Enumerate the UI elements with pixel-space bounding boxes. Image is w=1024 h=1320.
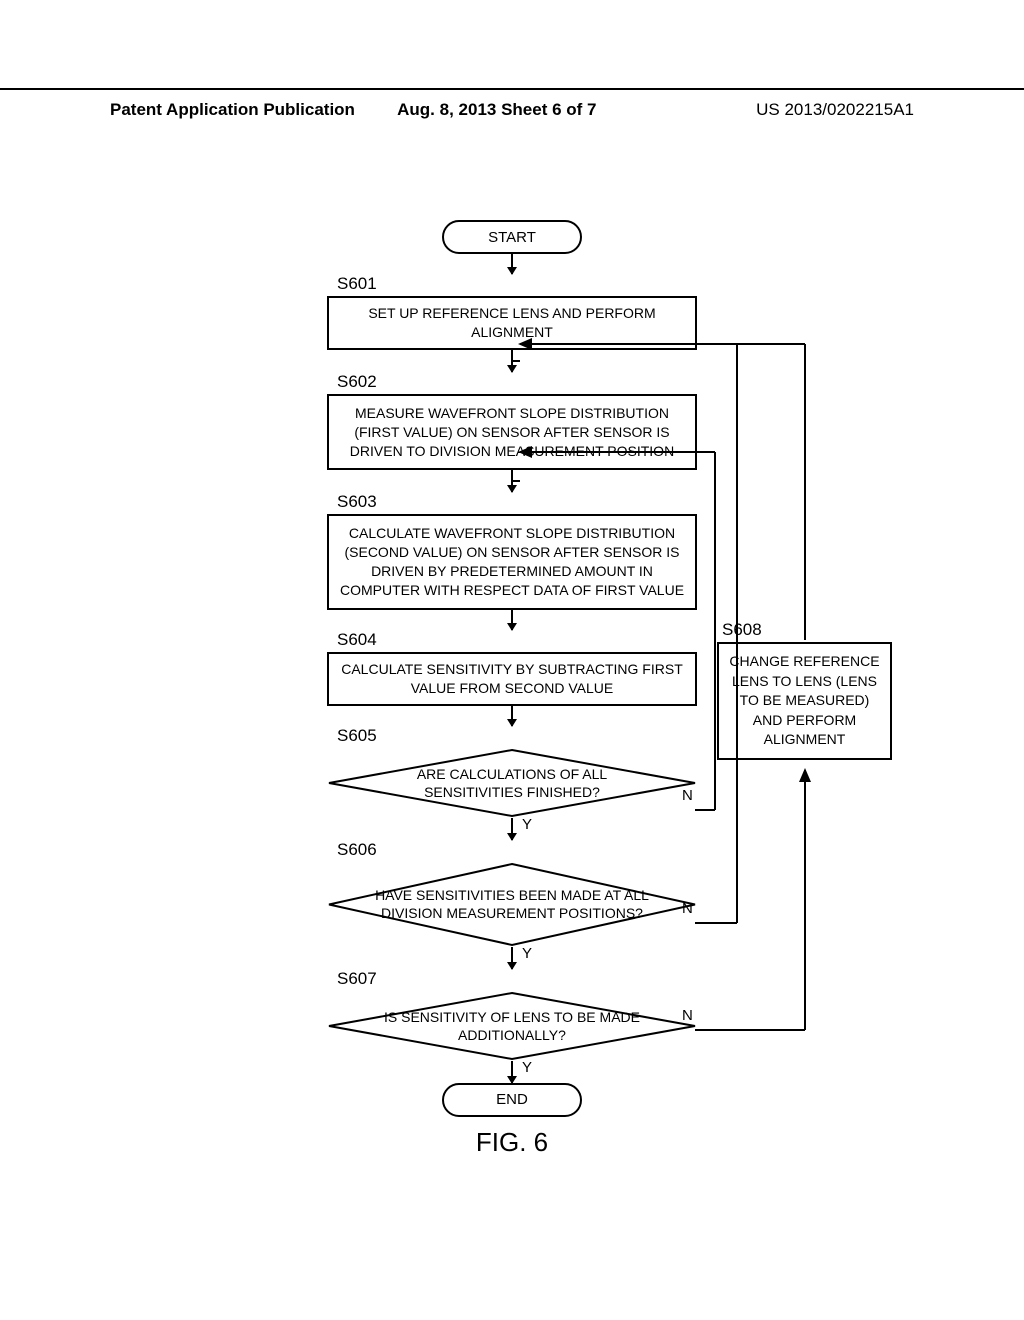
step-s603: S603 CALCULATE WAVEFRONT SLOPE DISTRIBUT… [327, 492, 697, 610]
s601-box: SET UP REFERENCE LENS AND PERFORM ALIGNM… [327, 296, 697, 350]
end-text: END [496, 1091, 528, 1108]
arrow-s606-s607 [511, 947, 513, 969]
s602-box: MEASURE WAVEFRONT SLOPE DISTRIBUTION (FI… [327, 394, 697, 471]
arrow-s602-s603 [511, 470, 513, 492]
s603-text: CALCULATE WAVEFRONT SLOPE DISTRIBUTION (… [340, 525, 684, 598]
step-s605: S605 ARE CALCULATIONS OF ALL SENSITIVITI… [327, 726, 697, 818]
s601-text: SET UP REFERENCE LENS AND PERFORM ALIGNM… [368, 305, 655, 340]
step-s604: S604 CALCULATE SENSITIVITY BY SUBTRACTIN… [327, 630, 697, 706]
s604-label: S604 [327, 630, 697, 650]
step-s608: S608 CHANGE REFERENCE LENS TO LENS (LENS… [717, 620, 892, 760]
s608-label: S608 [717, 620, 892, 640]
s606-yes-label: Y [522, 945, 532, 962]
s607-diamond-container: IS SENSITIVITY OF LENS TO BE MADE ADDITI… [327, 991, 697, 1061]
s604-text: CALCULATE SENSITIVITY BY SUBTRACTING FIR… [341, 661, 683, 696]
s607-yes-label: Y [522, 1059, 532, 1076]
s601-label: S601 [327, 274, 697, 294]
header-right: US 2013/0202215A1 [627, 100, 914, 120]
s606-diamond-container: HAVE SENSITIVITIES BEEN MADE AT ALL DIVI… [327, 862, 697, 947]
arrow-s603-s604 [511, 610, 513, 630]
flowchart-container: START S601 SET UP REFERENCE LENS AND PER… [112, 220, 912, 1158]
s608-text: CHANGE REFERENCE LENS TO LENS (LENS TO B… [729, 653, 879, 747]
s602-text: MEASURE WAVEFRONT SLOPE DISTRIBUTION (FI… [350, 405, 674, 459]
arrow-s607-end [511, 1061, 513, 1083]
header-text-row: Patent Application Publication Aug. 8, 2… [0, 100, 1024, 120]
header-left: Patent Application Publication [110, 100, 397, 120]
s605-label: S605 [327, 726, 697, 746]
s603-label: S603 [327, 492, 697, 512]
end-terminator: END [442, 1083, 582, 1117]
s606-label: S606 [327, 840, 697, 860]
s608-box: CHANGE REFERENCE LENS TO LENS (LENS TO B… [717, 642, 892, 760]
step-s602: S602 MEASURE WAVEFRONT SLOPE DISTRIBUTIO… [327, 372, 697, 471]
header-center: Aug. 8, 2013 Sheet 6 of 7 [397, 100, 627, 120]
arrow-s605-s606 [511, 818, 513, 840]
s607-text: IS SENSITIVITY OF LENS TO BE MADE ADDITI… [372, 1008, 652, 1044]
step-s606: S606 HAVE SENSITIVITIES BEEN MADE AT ALL… [327, 840, 697, 947]
start-text: START [488, 229, 536, 246]
arrow-s601-s602 [511, 350, 513, 372]
s607-label: S607 [327, 969, 697, 989]
figure-label: FIG. 6 [112, 1127, 912, 1158]
arrow-s604-s605 [511, 706, 513, 726]
arrow-start-s601 [511, 254, 513, 274]
s605-diamond-container: ARE CALCULATIONS OF ALL SENSITIVITIES FI… [327, 748, 697, 818]
step-s607: S607 IS SENSITIVITY OF LENS TO BE MADE A… [327, 969, 697, 1061]
s606-text: HAVE SENSITIVITIES BEEN MADE AT ALL DIVI… [372, 886, 652, 922]
start-terminator: START [442, 220, 582, 254]
s604-box: CALCULATE SENSITIVITY BY SUBTRACTING FIR… [327, 652, 697, 706]
page-header: Patent Application Publication Aug. 8, 2… [0, 88, 1024, 120]
s605-text: ARE CALCULATIONS OF ALL SENSITIVITIES FI… [372, 765, 652, 801]
step-s601: S601 SET UP REFERENCE LENS AND PERFORM A… [327, 274, 697, 350]
s602-label: S602 [327, 372, 697, 392]
s603-box: CALCULATE WAVEFRONT SLOPE DISTRIBUTION (… [327, 514, 697, 610]
s605-yes-label: Y [522, 816, 532, 833]
